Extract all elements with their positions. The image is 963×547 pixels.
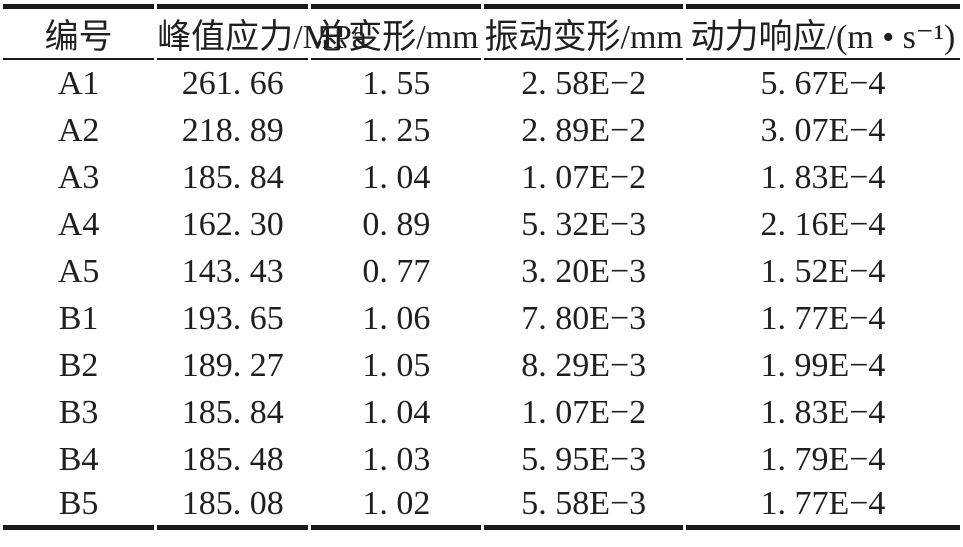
cell-specimen-id: B2 [58,346,99,384]
page: 编号 峰值应力/MPa 总变形/mm 振动变形/mm 动力响应/(m • s⁻¹… [0,4,963,547]
cell-specimen-id: A4 [57,205,100,243]
table-row: A5 143. 43 0. 77 3. 20E−3 1. 52E−4 [3,248,960,295]
cell-peak-stress: 261. 66 [181,64,284,102]
header-row: 编号 峰值应力/MPa 总变形/mm 振动变形/mm 动力响应/(m • s⁻¹… [3,4,960,60]
table-row: B3 185. 84 1. 04 1. 07E−2 1. 83E−4 [3,389,960,436]
cell-dynamic-response: 5. 67E−4 [760,64,886,102]
cell-total-deformation: 1. 03 [362,440,431,478]
cell-dynamic-response: 1. 99E−4 [760,346,886,384]
cell-vibration-deformation: 7. 80E−3 [521,299,647,337]
cell-dynamic-response: 1. 83E−4 [760,393,886,431]
cell-specimen-id: B4 [58,440,99,478]
cell-total-deformation: 1. 05 [362,346,431,384]
cell-specimen-id: A1 [57,64,100,102]
cell-peak-stress: 189. 27 [181,346,284,384]
cell-total-deformation: 1. 02 [311,483,482,530]
cell-dynamic-response: 1. 77E−4 [760,299,886,337]
column-header-total-deformation: 总变形/mm [311,4,482,60]
table-row: B1 193. 65 1. 06 7. 80E−3 1. 77E−4 [3,295,960,342]
table-row: A1 261. 66 1. 55 2. 58E−2 5. 67E−4 [3,60,960,107]
cell-peak-stress: 185. 08 [157,483,309,530]
cell-dynamic-response: 1. 77E−4 [685,483,960,530]
column-header-specimen-id: 编号 [3,4,155,60]
cell-peak-stress: 162. 30 [181,205,284,243]
cell-total-deformation: 0. 89 [362,205,431,243]
cell-dynamic-response: 2. 16E−4 [760,205,886,243]
cell-specimen-id: A2 [57,111,100,149]
cell-specimen-id: A5 [57,252,100,290]
table-row: A3 185. 84 1. 04 1. 07E−2 1. 83E−4 [3,154,960,201]
cell-total-deformation: 0. 77 [362,252,431,290]
results-table-body: A1 261. 66 1. 55 2. 58E−2 5. 67E−4 A2 218. 89 1… [3,60,960,530]
cell-peak-stress: 185. 84 [181,393,284,431]
table-row: A2 218. 89 1. 25 2. 89E−2 3. 07E−4 [3,107,960,154]
cell-vibration-deformation: 2. 58E−2 [521,64,647,102]
cell-specimen-id: B5 [3,483,155,530]
cell-total-deformation: 1. 25 [362,111,431,149]
cell-total-deformation: 1. 55 [362,64,431,102]
column-header-peak-stress: 峰值应力/MPa [157,4,367,60]
cell-peak-stress: 193. 65 [181,299,284,337]
cell-vibration-deformation: 2. 89E−2 [521,111,647,149]
cell-dynamic-response: 3. 07E−4 [760,111,886,149]
cell-vibration-deformation: 8. 29E−3 [521,346,647,384]
table-row: B2 189. 27 1. 05 8. 29E−3 1. 99E−4 [3,342,960,389]
column-header-dynamic-response: 动力响应/(m • s⁻¹) [685,4,960,60]
cell-total-deformation: 1. 04 [362,158,431,196]
cell-dynamic-response: 1. 52E−4 [760,252,886,290]
cell-specimen-id: B1 [58,299,99,337]
table-row: B4 185. 48 1. 03 5. 95E−3 1. 79E−4 [3,436,960,483]
cell-specimen-id: B3 [58,393,99,431]
cell-vibration-deformation: 1. 07E−2 [521,158,647,196]
cell-total-deformation: 1. 04 [362,393,431,431]
cell-peak-stress: 143. 43 [181,252,284,290]
cell-vibration-deformation: 5. 58E−3 [484,483,683,530]
table-row: A4 162. 30 0. 89 5. 32E−3 2. 16E−4 [3,201,960,248]
cell-vibration-deformation: 1. 07E−2 [521,393,647,431]
results-table: 编号 峰值应力/MPa 总变形/mm 振动变形/mm 动力响应/(m • s⁻¹… [0,4,963,530]
cell-specimen-id: A3 [57,158,100,196]
cell-vibration-deformation: 5. 95E−3 [521,440,647,478]
cell-dynamic-response: 1. 83E−4 [760,158,886,196]
cell-peak-stress: 185. 84 [181,158,284,196]
cell-peak-stress: 185. 48 [181,440,284,478]
cell-total-deformation: 1. 06 [362,299,431,337]
table-row: B5 185. 08 1. 02 5. 58E−3 1. 77E−4 [3,483,960,530]
cell-vibration-deformation: 3. 20E−3 [521,252,647,290]
column-header-vibration-deformation: 振动变形/mm [484,4,683,60]
cell-peak-stress: 218. 89 [181,111,284,149]
cell-vibration-deformation: 5. 32E−3 [521,205,647,243]
cell-dynamic-response: 1. 79E−4 [760,440,886,478]
